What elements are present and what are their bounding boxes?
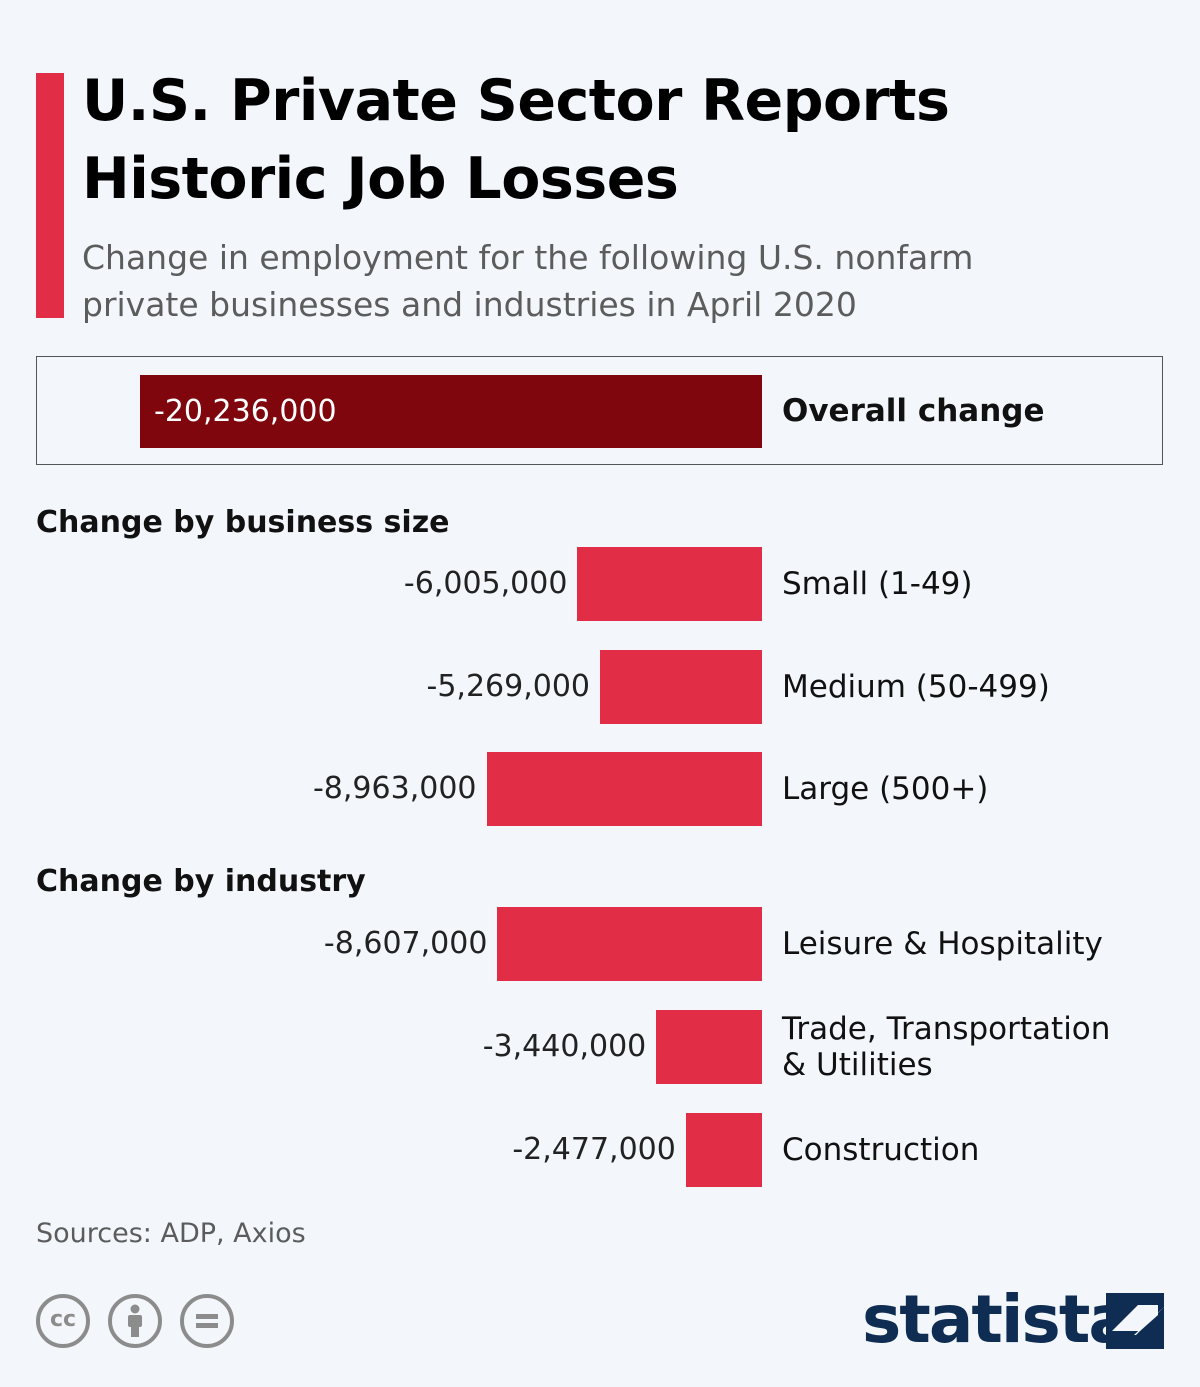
bar-1-1 [656, 1010, 762, 1084]
bar-category-label-text: Large (500+) [782, 771, 989, 807]
business-size-heading: Change by business size [36, 505, 450, 540]
bar-0-0 [577, 547, 762, 621]
bar-value-label: -5,269,000 [426, 669, 591, 704]
statista-logo-text[interactable]: statista [862, 1281, 1133, 1358]
subtitle-line-2: private businesses and industries in Apr… [82, 285, 857, 324]
title-line-2: Historic Job Losses [82, 146, 679, 212]
bar-value-label: -8,963,000 [312, 771, 477, 806]
bar-0-1 [600, 650, 762, 724]
cc-icon-text: cc [49, 1307, 77, 1332]
bar-category-label-text: Leisure & Hospitality [782, 926, 1103, 962]
bar-category-label-text: Construction [782, 1132, 980, 1168]
title-accent-bar [36, 73, 64, 318]
overall-change-bar [140, 375, 762, 448]
cc-icon[interactable]: cc [36, 1294, 90, 1348]
bar-category-label-text: Small (1-49) [782, 566, 973, 602]
chart-title: U.S. Private Sector Reports Historic Job… [82, 62, 1162, 218]
subtitle-line-1: Change in employment for the following U… [82, 238, 974, 277]
bar-category-label: Leisure & Hospitality [782, 907, 1182, 981]
statista-logo-icon [1106, 1293, 1164, 1349]
bar-value-label: -3,440,000 [482, 1029, 647, 1064]
bar-value-label: -2,477,000 [512, 1132, 676, 1167]
bar-value-label: -8,607,000 [323, 926, 488, 961]
bar-category-label: Small (1-49) [782, 547, 1182, 621]
bar-0-2 [486, 752, 762, 826]
bar-1-2 [685, 1113, 762, 1187]
equals-sign-icon [196, 1314, 218, 1328]
chart-subtitle: Change in employment for the following U… [82, 234, 1172, 328]
bar-category-label-line: & Utilities [782, 1047, 933, 1083]
bar-category-label: Large (500+) [782, 752, 1182, 826]
bar-value-label: -6,005,000 [403, 566, 568, 601]
bar-category-label: Construction [782, 1113, 1182, 1187]
sources-note: Sources: ADP, Axios [36, 1218, 306, 1249]
bar-category-label-text: Medium (50-499) [782, 669, 1050, 705]
bar-category-label: Medium (50-499) [782, 650, 1182, 724]
attribution-icon[interactable] [108, 1294, 162, 1348]
overall-change-box [36, 356, 1163, 465]
overall-change-label: Overall change [782, 393, 1045, 429]
overall-change-value: -20,236,000 [154, 394, 337, 429]
title-line-1: U.S. Private Sector Reports [82, 68, 950, 134]
no-derivatives-icon[interactable] [180, 1294, 234, 1348]
bar-1-0 [497, 907, 762, 981]
industry-heading: Change by industry [36, 864, 366, 899]
bar-category-label-line: Trade, Transportation [782, 1011, 1111, 1047]
bar-category-label: Trade, Transportation & Utilities [782, 1010, 1182, 1084]
attribution-figure-icon [128, 1304, 142, 1337]
